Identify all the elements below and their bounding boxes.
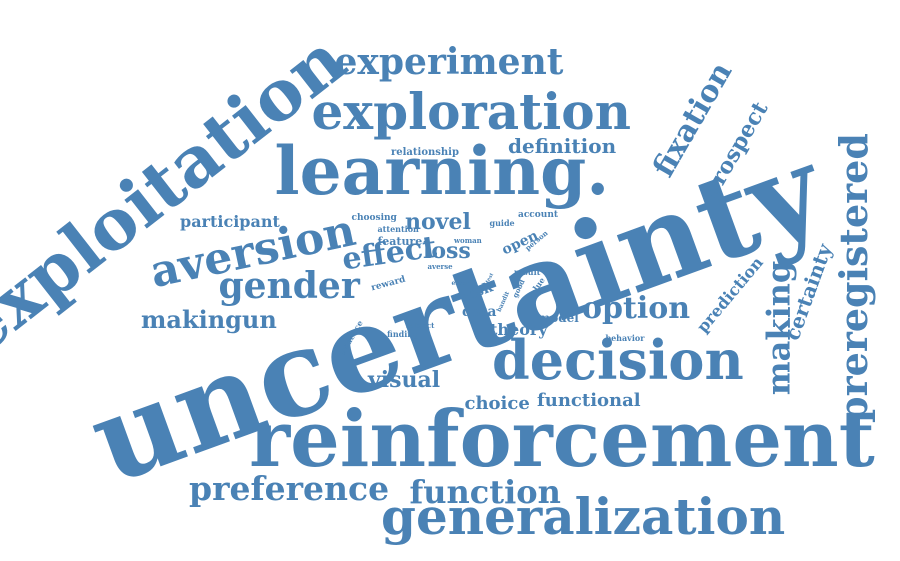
word-result: result (514, 267, 541, 277)
word-error: error (451, 280, 469, 287)
word-behavior: behavior (605, 333, 645, 343)
word-decision: decision (492, 328, 744, 392)
word-learning: learning. (274, 132, 610, 210)
word-functional: functional (537, 390, 641, 411)
word-choosing: choosing (351, 212, 397, 223)
word-averse: averse (427, 261, 453, 271)
word-woman: woman (454, 235, 482, 245)
word-choice: choice (464, 393, 530, 414)
word-exploration: exploration (311, 82, 631, 141)
word-participant: participant (180, 212, 280, 231)
word-gender: gender (218, 265, 360, 307)
word-preference: preference (189, 468, 390, 508)
word-preregistered: preregistered (830, 133, 876, 423)
word-guide: guide (489, 218, 515, 228)
word-theory: theory (490, 320, 548, 339)
word-loss: loss (423, 238, 471, 264)
word-makingun: makingun (141, 305, 277, 334)
word-novel: novel (405, 209, 471, 235)
word-feature: feature (377, 234, 423, 248)
word-data: data (462, 304, 497, 320)
word-account: account (518, 209, 559, 220)
word-generalization: generalization (381, 487, 786, 546)
word-reinforcement: reinforcement (249, 394, 875, 485)
word-function: function (409, 473, 561, 511)
word-experiment: experiment (334, 41, 564, 83)
word-visual: visual (368, 367, 441, 393)
word-option: option (582, 291, 691, 326)
word-attention: attention (377, 224, 419, 234)
word-relationship: relationship (391, 147, 459, 158)
word-subject: subject (406, 320, 435, 330)
word-finding: finding (387, 329, 419, 339)
word-definition: definition (508, 134, 617, 158)
word-model: model (537, 311, 579, 325)
